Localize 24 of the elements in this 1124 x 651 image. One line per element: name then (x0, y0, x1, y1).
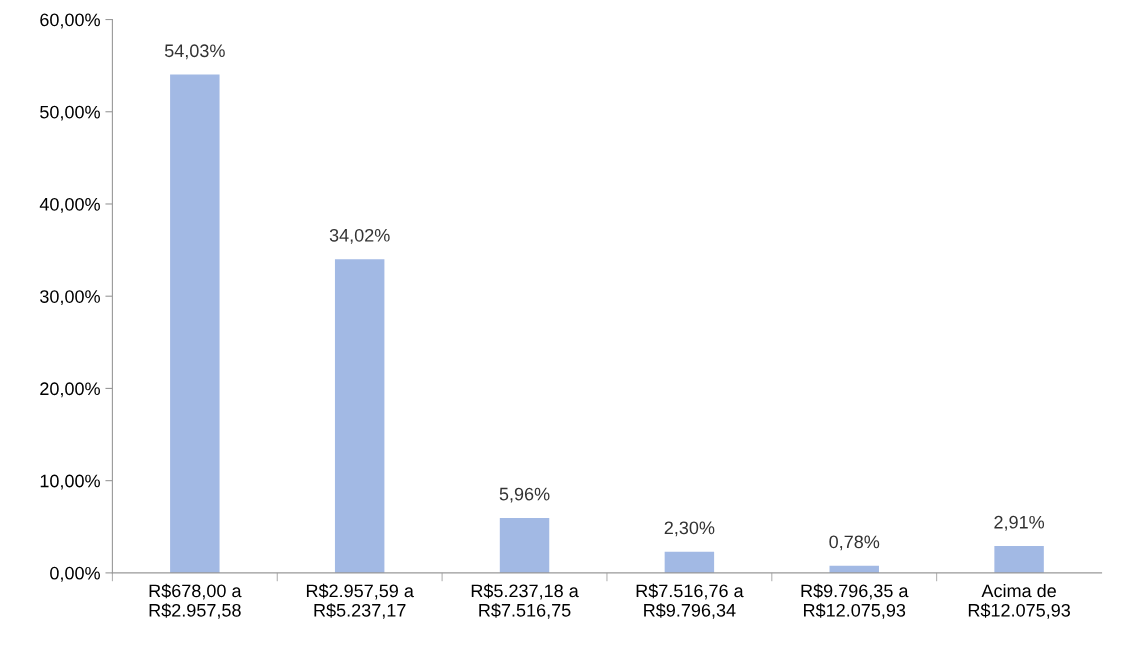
y-tick-label: 40,00% (39, 197, 100, 213)
y-tick-label: 50,00% (40, 105, 100, 121)
data-label: 54,03% (164, 44, 225, 60)
bar (170, 74, 220, 573)
bar (664, 551, 715, 573)
x-tick-label: R$678,00 a R$2.957,58 (149, 583, 242, 619)
y-tick-label: 20,00% (40, 382, 100, 398)
data-label: 0,78% (829, 535, 880, 551)
x-tick-label: R$9.796,35 a R$12.075,93 (801, 583, 909, 619)
data-label: 5,96% (499, 487, 550, 503)
x-tick-label: R$2.957,59 a R$5.237,17 (306, 583, 414, 619)
bar (334, 259, 385, 573)
bar (994, 546, 1044, 573)
y-tick-label: 0,00% (50, 566, 100, 582)
x-tick-label: Acima de R$12.075,93 (968, 583, 1071, 619)
data-label: 2,30% (664, 521, 715, 537)
y-tick-label: 60,00% (40, 13, 100, 29)
data-label: 2,91% (994, 515, 1045, 531)
bar (499, 517, 550, 573)
y-tick-label: 10,00% (40, 474, 100, 490)
data-label: 34,02% (329, 228, 390, 244)
x-tick-label: R$7.516,76 a R$9.796,34 (636, 583, 744, 619)
y-tick-label: 30,00% (40, 290, 100, 306)
x-tick-label: R$5.237,18 a R$7.516,75 (471, 583, 579, 619)
